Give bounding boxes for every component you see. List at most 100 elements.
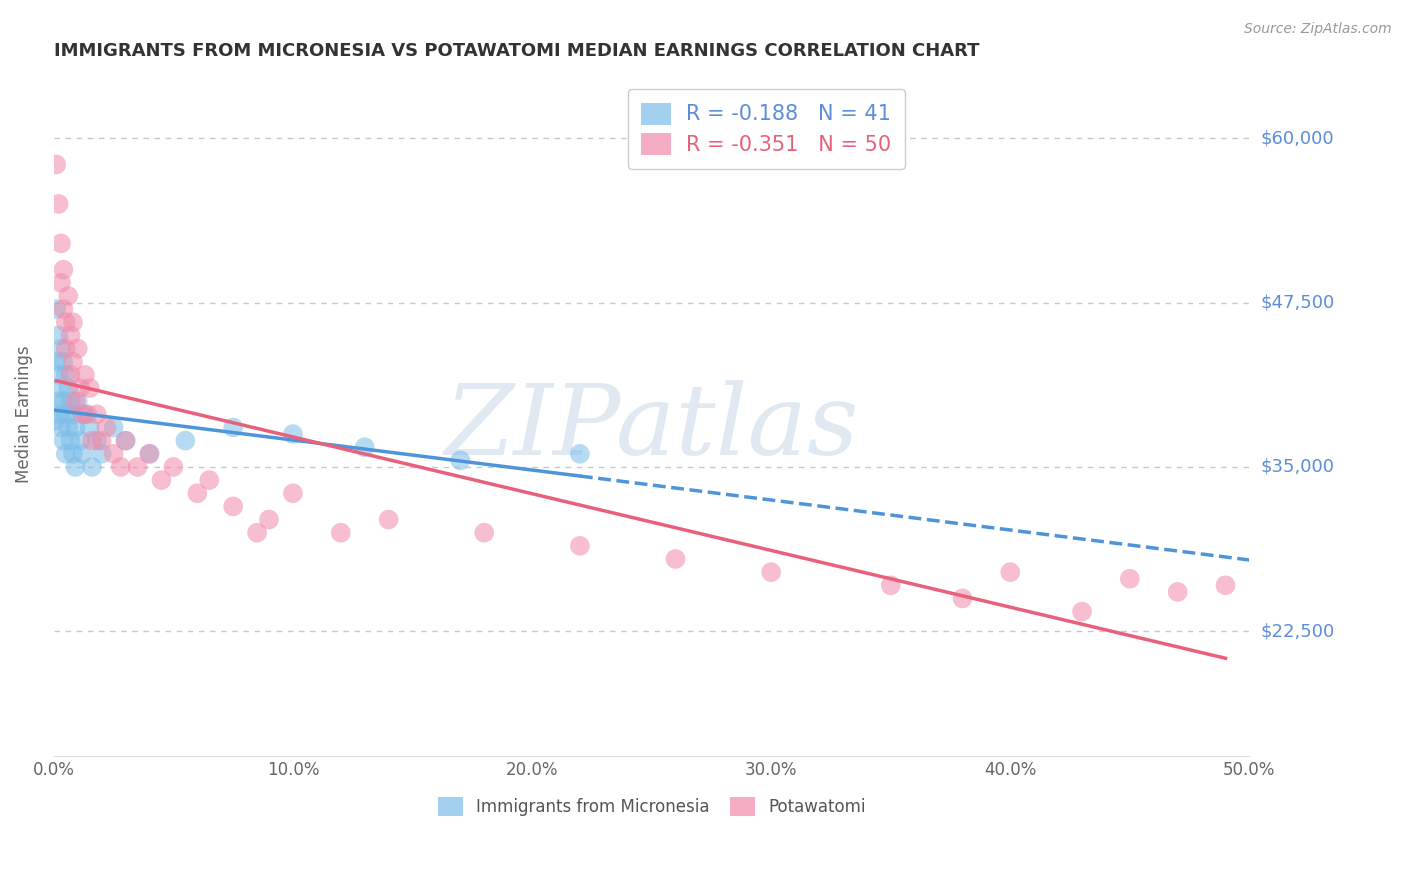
Point [45,157,67,171]
Text: $22,500: $22,500 [1261,623,1334,640]
Point [222,420,245,434]
Text: $60,000: $60,000 [1261,129,1334,147]
Point [65,420,87,434]
Point [66,342,89,356]
Point [55,368,77,382]
Point [72,408,94,422]
Point [281,427,304,442]
Point [90,434,112,448]
Point [174,434,197,448]
Point [49,381,72,395]
Point [59,368,82,382]
Point [103,447,125,461]
Point [65,394,87,409]
Point [52,355,75,369]
Point [72,447,94,461]
Point [62,315,84,329]
Point [48,197,70,211]
Point [110,459,132,474]
Point [1167,585,1189,599]
Point [90,447,112,461]
Point [1000,565,1022,579]
Point [449,453,471,467]
Point [59,328,82,343]
Point [45,302,67,317]
Point [1119,572,1142,586]
Point [49,420,72,434]
Point [127,459,149,474]
Point [952,591,974,606]
Point [56,289,79,303]
Point [56,420,79,434]
Point [96,420,118,434]
Point [86,408,108,422]
Legend: Immigrants from Micronesia, Potawatomi: Immigrants from Micronesia, Potawatomi [432,790,872,823]
Point [664,552,686,566]
Point [59,394,82,409]
Text: ZIPatlas: ZIPatlas [444,380,859,475]
Point [44,414,66,428]
Point [59,434,82,448]
Point [138,447,160,461]
Point [114,434,136,448]
Point [52,302,75,317]
Point [73,408,96,422]
Point [55,447,77,461]
Point [353,440,375,454]
Point [49,342,72,356]
Point [48,368,70,382]
Point [46,394,69,409]
Point [55,408,77,422]
Point [48,328,70,343]
Point [45,355,67,369]
Text: Source: ZipAtlas.com: Source: ZipAtlas.com [1244,22,1392,37]
Point [62,447,84,461]
Point [52,434,75,448]
Point [880,578,903,592]
Point [103,420,125,434]
Point [62,408,84,422]
Point [759,565,782,579]
Y-axis label: Median Earnings: Median Earnings [15,345,32,483]
Point [79,381,101,395]
Point [281,486,304,500]
Point [114,434,136,448]
Point [377,512,399,526]
Point [150,473,173,487]
Point [568,539,591,553]
Point [86,434,108,448]
Point [65,459,87,474]
Point [186,486,208,500]
Point [1215,578,1237,592]
Point [198,473,221,487]
Text: $47,500: $47,500 [1261,293,1334,311]
Point [69,434,91,448]
Point [69,381,91,395]
Point [80,434,103,448]
Point [66,394,89,409]
Text: $35,000: $35,000 [1261,458,1334,476]
Point [80,459,103,474]
Point [568,447,591,461]
Point [49,276,72,290]
Point [138,447,160,461]
Point [52,262,75,277]
Point [76,408,98,422]
Point [472,525,495,540]
Point [162,459,184,474]
Point [49,236,72,251]
Point [222,500,245,514]
Point [329,525,352,540]
Point [73,368,96,382]
Point [1071,605,1094,619]
Point [55,315,77,329]
Point [49,408,72,422]
Point [52,394,75,409]
Point [56,381,79,395]
Point [257,512,280,526]
Point [79,420,101,434]
Text: IMMIGRANTS FROM MICRONESIA VS POTAWATOMI MEDIAN EARNINGS CORRELATION CHART: IMMIGRANTS FROM MICRONESIA VS POTAWATOMI… [53,42,980,60]
Point [246,525,269,540]
Point [55,342,77,356]
Point [62,355,84,369]
